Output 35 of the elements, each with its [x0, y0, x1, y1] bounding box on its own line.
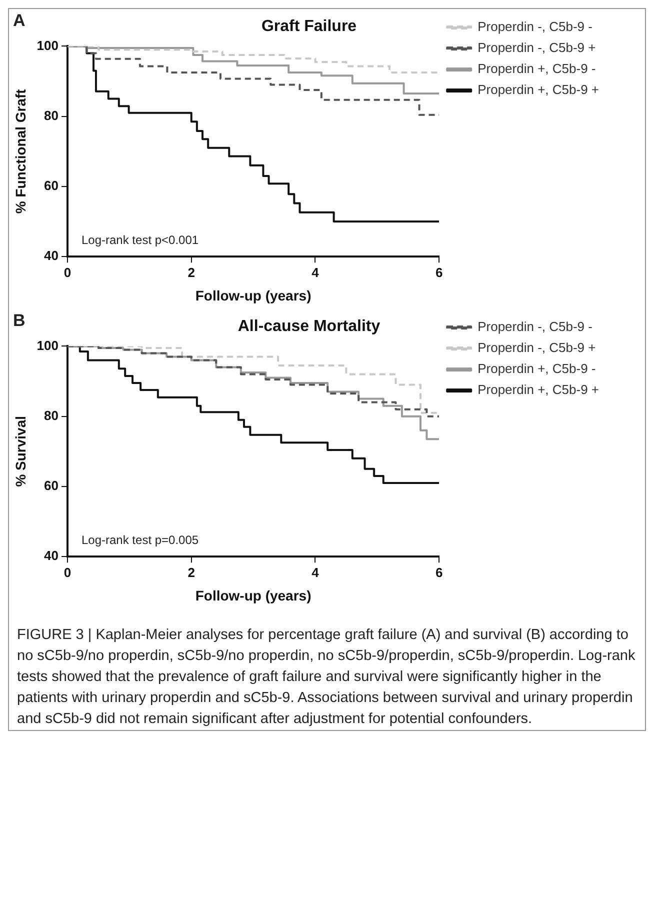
- y-tick-label: 40: [44, 248, 58, 264]
- chart-title: All-cause Mortality: [238, 318, 380, 336]
- y-tick-label: 60: [44, 478, 58, 494]
- legend-label: Properdin -, C5b-9 +: [478, 40, 596, 56]
- annotation: Log-rank test p<0.001: [81, 232, 199, 247]
- text: A: [13, 11, 26, 30]
- y-tick-label: 80: [44, 108, 58, 123]
- legend-label: Properdin -, C5b-9 +: [478, 340, 596, 356]
- x-tick-label: 0: [64, 564, 72, 580]
- x-tick-label: 4: [312, 264, 320, 280]
- legend-label: Properdin +, C5b-9 -: [478, 361, 596, 376]
- y-tick-label: 60: [44, 178, 58, 194]
- chart-title: Graft Failure: [261, 18, 357, 36]
- y-tick-label: 100: [36, 338, 58, 353]
- legend-label: Properdin -, C5b-9 -: [478, 19, 592, 34]
- legend-label: Properdin +, C5b-9 +: [478, 382, 599, 398]
- y-axis-title: % Functional Graft: [12, 88, 28, 214]
- y-axis-title: % Survival: [12, 416, 28, 487]
- y-tick-label: 80: [44, 408, 58, 423]
- text: B: [13, 311, 26, 330]
- y-tick-label: 100: [36, 38, 58, 53]
- x-tick-label: 2: [188, 264, 195, 280]
- annotation: Log-rank test p=0.005: [81, 532, 199, 547]
- x-tick-label: 6: [435, 564, 443, 580]
- x-axis-title: Follow-up (years): [195, 587, 312, 604]
- legend-label: Properdin +, C5b-9 -: [478, 61, 596, 76]
- x-tick-label: 6: [435, 264, 443, 280]
- legend-label: Properdin +, C5b-9 +: [478, 82, 599, 98]
- x-tick-label: 0: [64, 264, 72, 280]
- x-tick-label: 4: [312, 564, 320, 580]
- caption: FIGURE 3 | Kaplan-Meier analyses for percentage graft failure (A) and survival (B) according to no sC5b-9/no properdin, sC5b-9/no properdin, no sC5b-9/properdin, sC5b-9/properdin. Log-rank tests showed that the prevalence of graft failure and survival were significantly higher in the patients with urinary properdin and sC5b-9. Associations between survival and urinary properdin and sC5b-9 did not remain significant after adjustment for potential confounders.: [17, 626, 636, 730]
- y-tick-label: 40: [44, 548, 58, 564]
- x-axis-title: Follow-up (years): [195, 287, 312, 304]
- legend-label: Properdin -, C5b-9 -: [478, 319, 592, 334]
- x-tick-label: 2: [188, 564, 195, 580]
